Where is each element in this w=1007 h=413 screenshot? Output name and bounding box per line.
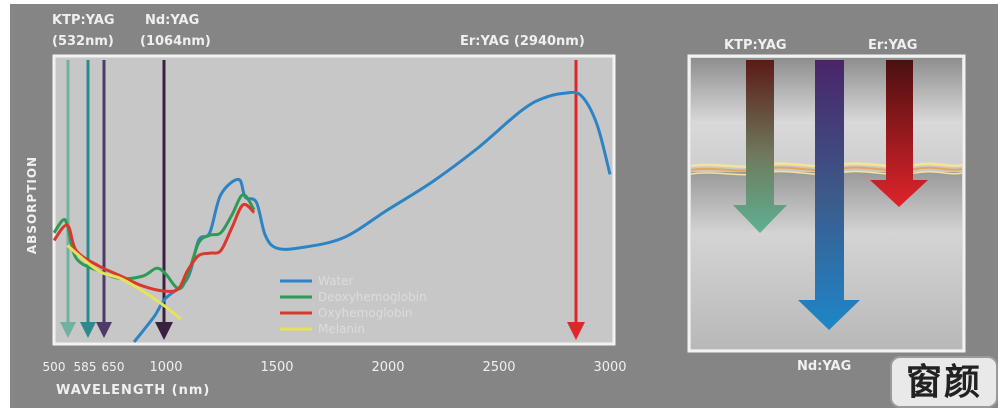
legend-label-deoxy: Deoxyhemoglobin bbox=[318, 290, 427, 304]
right-nd-label: Nd:YAG bbox=[797, 359, 851, 374]
er-penetration-arrow bbox=[870, 60, 928, 207]
ktp-label-line2: (532nm) bbox=[52, 34, 114, 49]
x-tick-3000: 3000 bbox=[593, 360, 626, 375]
ktp-arrowhead-c bbox=[96, 322, 112, 338]
x-tick-2000: 2000 bbox=[371, 360, 404, 375]
nd-arrowhead bbox=[155, 322, 173, 340]
y-axis-label: ABSORPTION bbox=[25, 156, 39, 254]
x-tick-585: 585 bbox=[74, 360, 97, 374]
ktp-label-line1: KTP:YAG bbox=[52, 13, 115, 28]
curve-melanin bbox=[66, 244, 182, 321]
watermark-logo: 窗颜 bbox=[890, 356, 998, 408]
x-tick-1000: 1000 bbox=[149, 360, 182, 375]
er-label: Er:YAG (2940nm) bbox=[460, 34, 585, 49]
legend-label-melanin: Melanin bbox=[318, 322, 365, 336]
curve-oxyhemoglobin bbox=[52, 202, 256, 293]
er-arrowhead bbox=[567, 322, 585, 340]
right-ktp-label: KTP:YAG bbox=[724, 38, 787, 53]
absorption-curves bbox=[52, 90, 612, 343]
nd-penetration-arrow bbox=[798, 60, 860, 330]
legend-label-water: Water bbox=[318, 274, 354, 288]
ktp-arrowhead-b bbox=[80, 322, 96, 338]
laser-arrows bbox=[60, 60, 585, 340]
ktp-penetration-arrow bbox=[733, 60, 787, 233]
ktp-arrowhead-a bbox=[60, 322, 76, 338]
legend-label-oxy: Oxyhemoglobin bbox=[318, 306, 413, 320]
x-tick-500: 500 bbox=[43, 360, 66, 374]
nd-label-line2: (1064nm) bbox=[140, 34, 211, 49]
chart-plot-area bbox=[52, 54, 616, 346]
legend: Water Deoxyhemoglobin Oxyhemoglobin Mela… bbox=[280, 274, 427, 336]
x-tick-650: 650 bbox=[102, 360, 125, 374]
right-er-label: Er:YAG bbox=[868, 38, 917, 53]
x-tick-1500: 1500 bbox=[260, 360, 293, 375]
x-tick-2500: 2500 bbox=[482, 360, 515, 375]
x-axis-label: WAVELENGTH (nm) bbox=[56, 383, 210, 398]
x-tick-labels: 500 585 650 1000 1500 2000 2500 3000 bbox=[43, 360, 627, 375]
nd-label-line1: Nd:YAG bbox=[145, 13, 199, 28]
